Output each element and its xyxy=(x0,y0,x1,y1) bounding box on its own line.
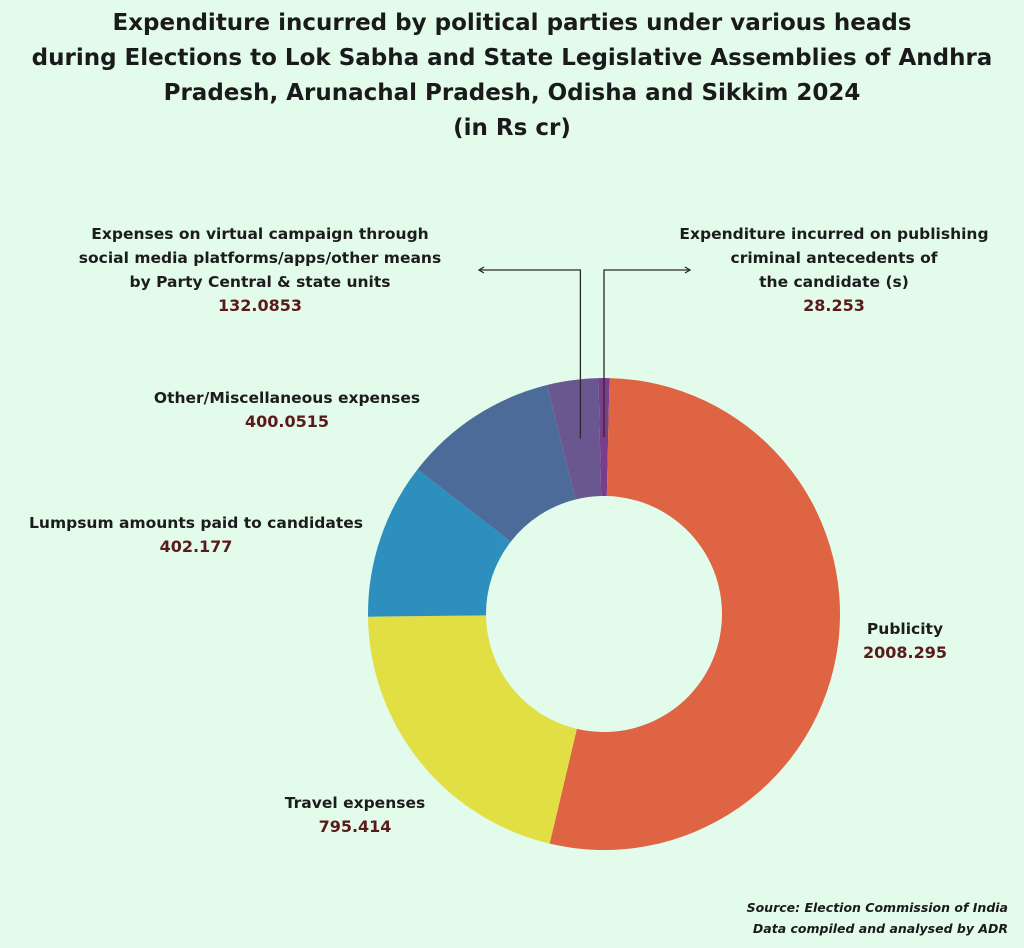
slice-travel xyxy=(368,615,577,844)
leader-line-virtual-campaign-arrowhead xyxy=(477,266,485,274)
slice-publicity xyxy=(549,378,841,851)
leader-line-criminal-antecedents-arrowhead xyxy=(684,266,692,274)
label-lumpsum: Lumpsum amounts paid to candidates 402.1… xyxy=(4,511,388,559)
slice-criminal xyxy=(598,378,610,497)
chart-title: Expenditure incurred by political partie… xyxy=(0,6,1024,146)
slice-lumpsum xyxy=(368,469,511,617)
source-line-1: Source: Election Commission of India xyxy=(746,900,1008,915)
title-line-1: Expenditure incurred by political partie… xyxy=(112,10,912,36)
label-virtual-campaign: Expenses on virtual campaign through soc… xyxy=(40,222,480,318)
title-line-2: during Elections to Lok Sabha and State … xyxy=(31,45,993,71)
title-line-4: (in Rs cr) xyxy=(453,115,571,141)
label-criminal-antecedents: Expenditure incurred on publishing crimi… xyxy=(651,222,1017,318)
value-miscellaneous: 400.0515 xyxy=(244,412,329,431)
slice-misc xyxy=(417,384,576,542)
label-miscellaneous: Other/Miscellaneous expenses 400.0515 xyxy=(117,386,457,434)
leader-line-criminal-antecedents xyxy=(603,269,690,437)
value-criminal-antecedents: 28.253 xyxy=(803,296,865,315)
leader-line-virtual-campaign xyxy=(479,269,582,439)
source-line-2: Data compiled and analysed by ADR xyxy=(752,921,1008,936)
label-travel: Travel expenses 795.414 xyxy=(250,791,460,839)
label-publicity: Publicity 2008.295 xyxy=(843,617,967,665)
title-line-3: Pradesh, Arunachal Pradesh, Odisha and S… xyxy=(163,80,861,106)
slice-virtual xyxy=(547,378,602,500)
value-virtual-campaign: 132.0853 xyxy=(217,296,302,315)
value-publicity: 2008.295 xyxy=(862,643,947,662)
value-lumpsum: 402.177 xyxy=(159,537,233,556)
value-travel: 795.414 xyxy=(318,817,392,836)
source-note: Source: Election Commission of India Dat… xyxy=(747,897,1008,939)
